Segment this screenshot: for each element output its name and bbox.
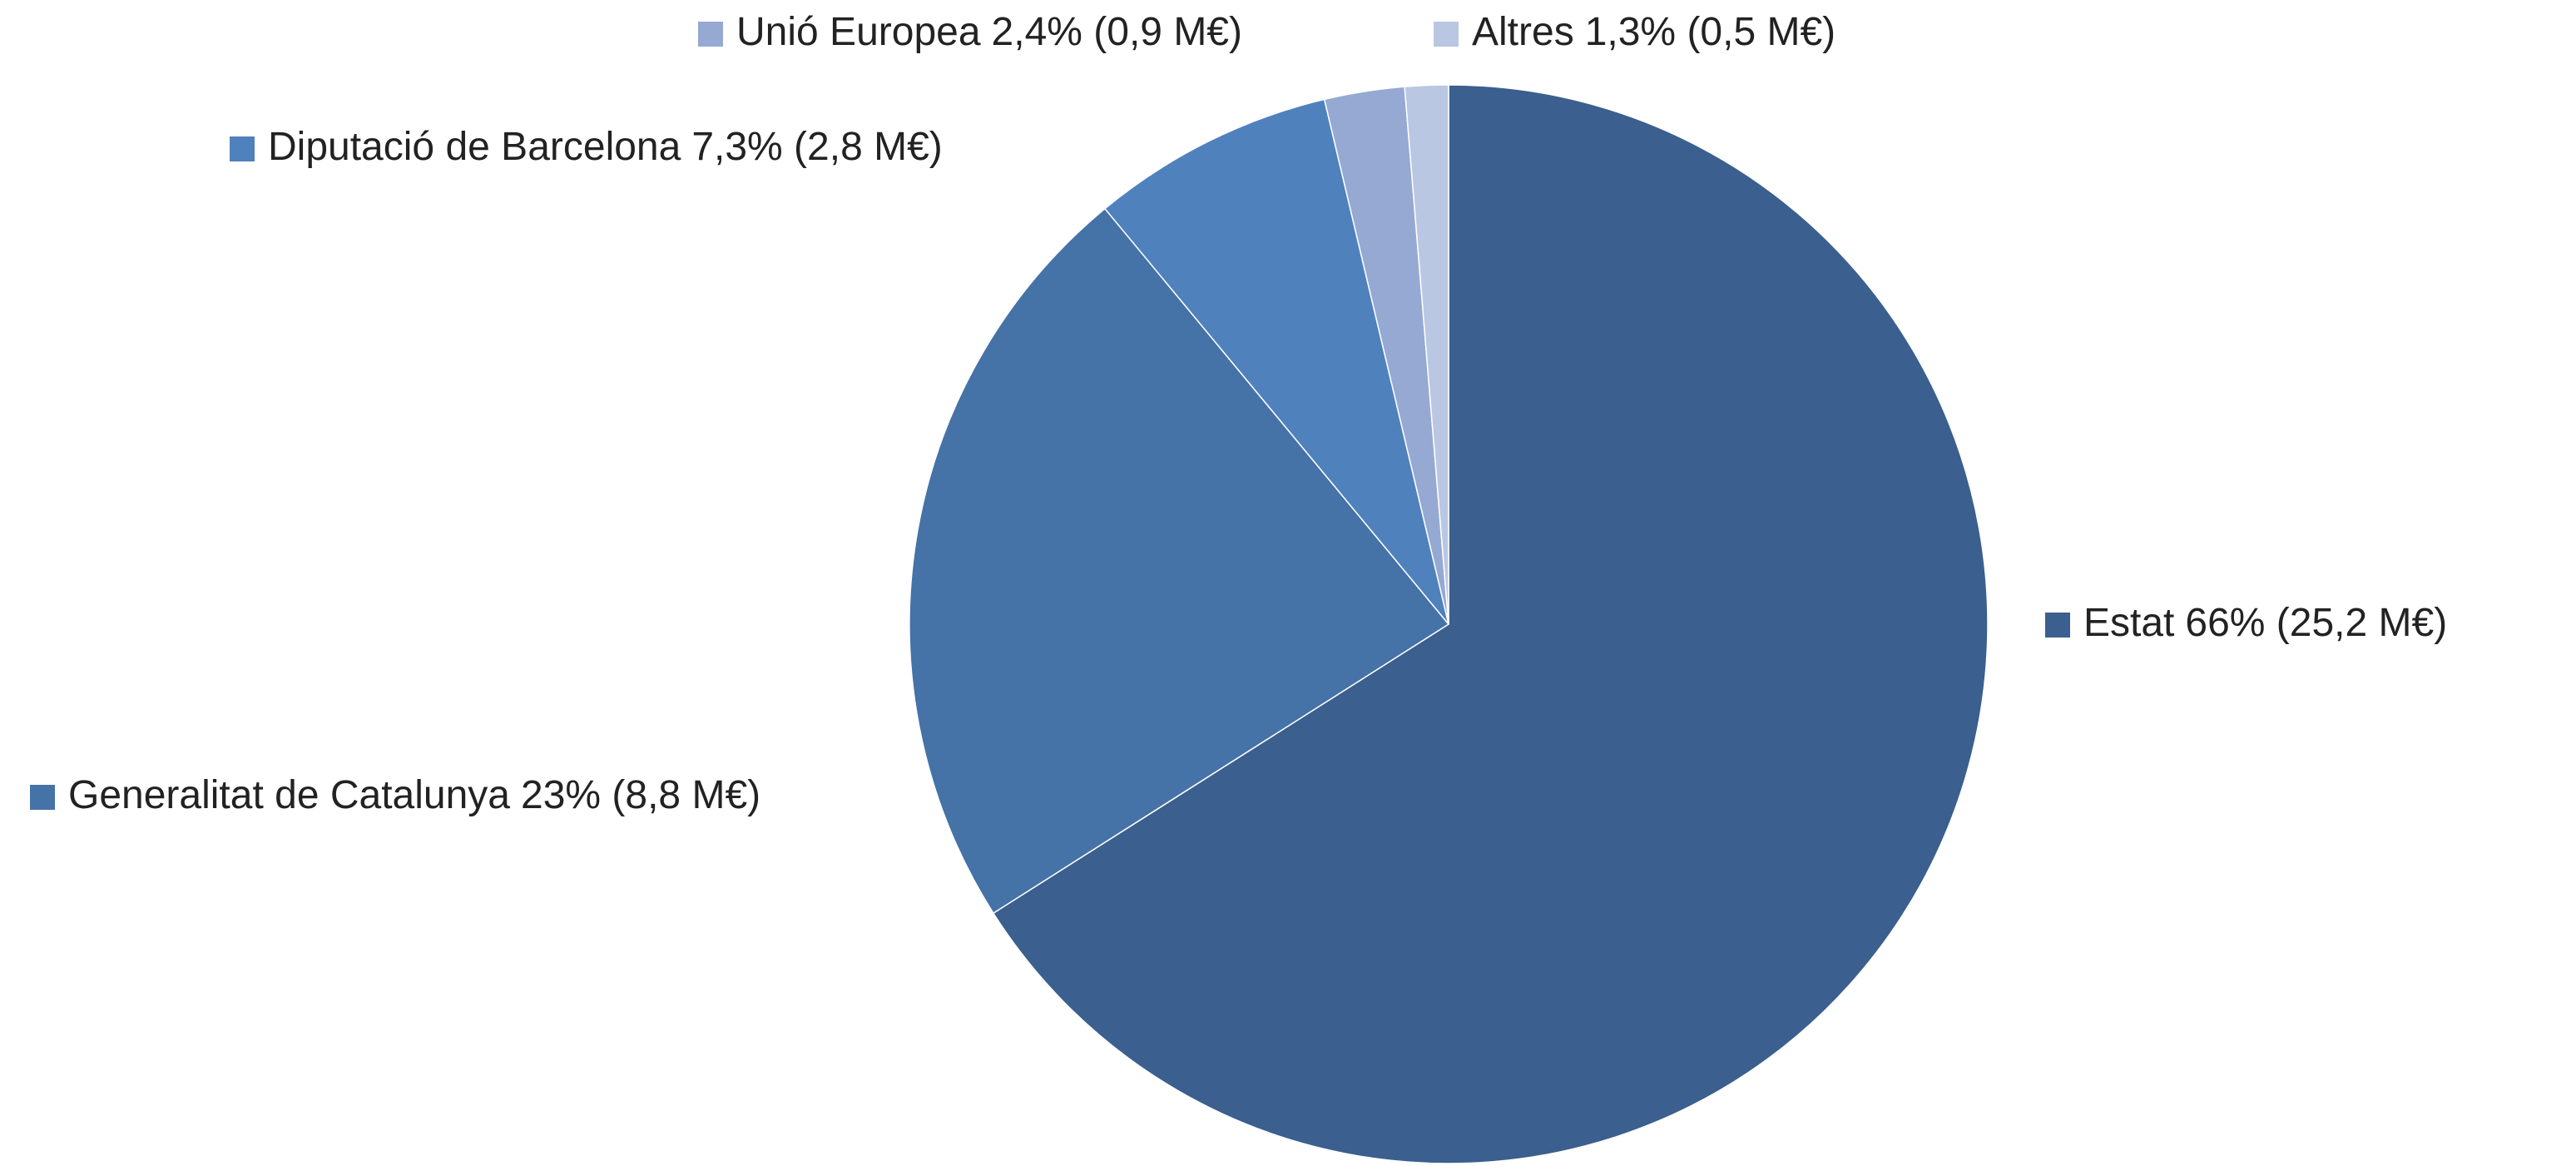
slice-label: Estat 66% (25,2 M€) xyxy=(2083,601,2447,645)
value-label: 7,3% (2,8 M€) xyxy=(691,125,942,169)
pie-slice xyxy=(1404,84,1449,625)
category-label: Generalitat de Catalunya xyxy=(68,773,510,817)
pie-slice xyxy=(1103,98,1449,625)
legend-swatch xyxy=(698,22,723,47)
slice-label: Altres 1,3% (0,5 M€) xyxy=(1472,10,1835,54)
value-label: 2,4% (0,9 M€) xyxy=(992,10,1242,54)
legend-swatch xyxy=(2045,613,2070,638)
category-label: Estat xyxy=(2083,601,2174,645)
slice-label: Unió Europea 2,4% (0,9 M€) xyxy=(736,10,1242,54)
slice-label: Generalitat de Catalunya 23% (8,8 M€) xyxy=(68,773,760,817)
slice-label: Diputació de Barcelona 7,3% (2,8 M€) xyxy=(268,125,943,169)
value-label: 23% (8,8 M€) xyxy=(521,773,760,817)
value-label: 1,3% (0,5 M€) xyxy=(1585,10,1835,54)
legend-swatch xyxy=(230,136,255,161)
pie-slice xyxy=(992,84,1989,1164)
value-label: 66% (25,2 M€) xyxy=(2185,601,2447,645)
legend-swatch xyxy=(1434,22,1459,47)
pie-slice xyxy=(909,207,1450,915)
category-label: Altres xyxy=(1472,10,1574,54)
category-label: Diputació de Barcelona xyxy=(268,125,681,169)
legend-swatch xyxy=(30,785,55,810)
category-label: Unió Europea xyxy=(736,10,981,54)
